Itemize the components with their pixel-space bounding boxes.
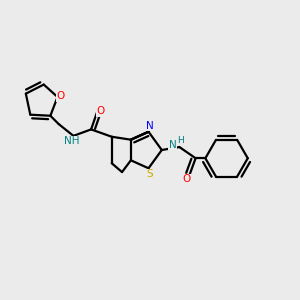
Text: N: N: [146, 121, 153, 131]
Text: N: N: [169, 140, 176, 150]
Text: NH: NH: [64, 136, 80, 146]
Text: O: O: [56, 91, 64, 101]
Text: H: H: [177, 136, 184, 145]
Text: O: O: [96, 106, 105, 116]
Text: O: O: [182, 174, 190, 184]
Text: S: S: [147, 169, 153, 179]
